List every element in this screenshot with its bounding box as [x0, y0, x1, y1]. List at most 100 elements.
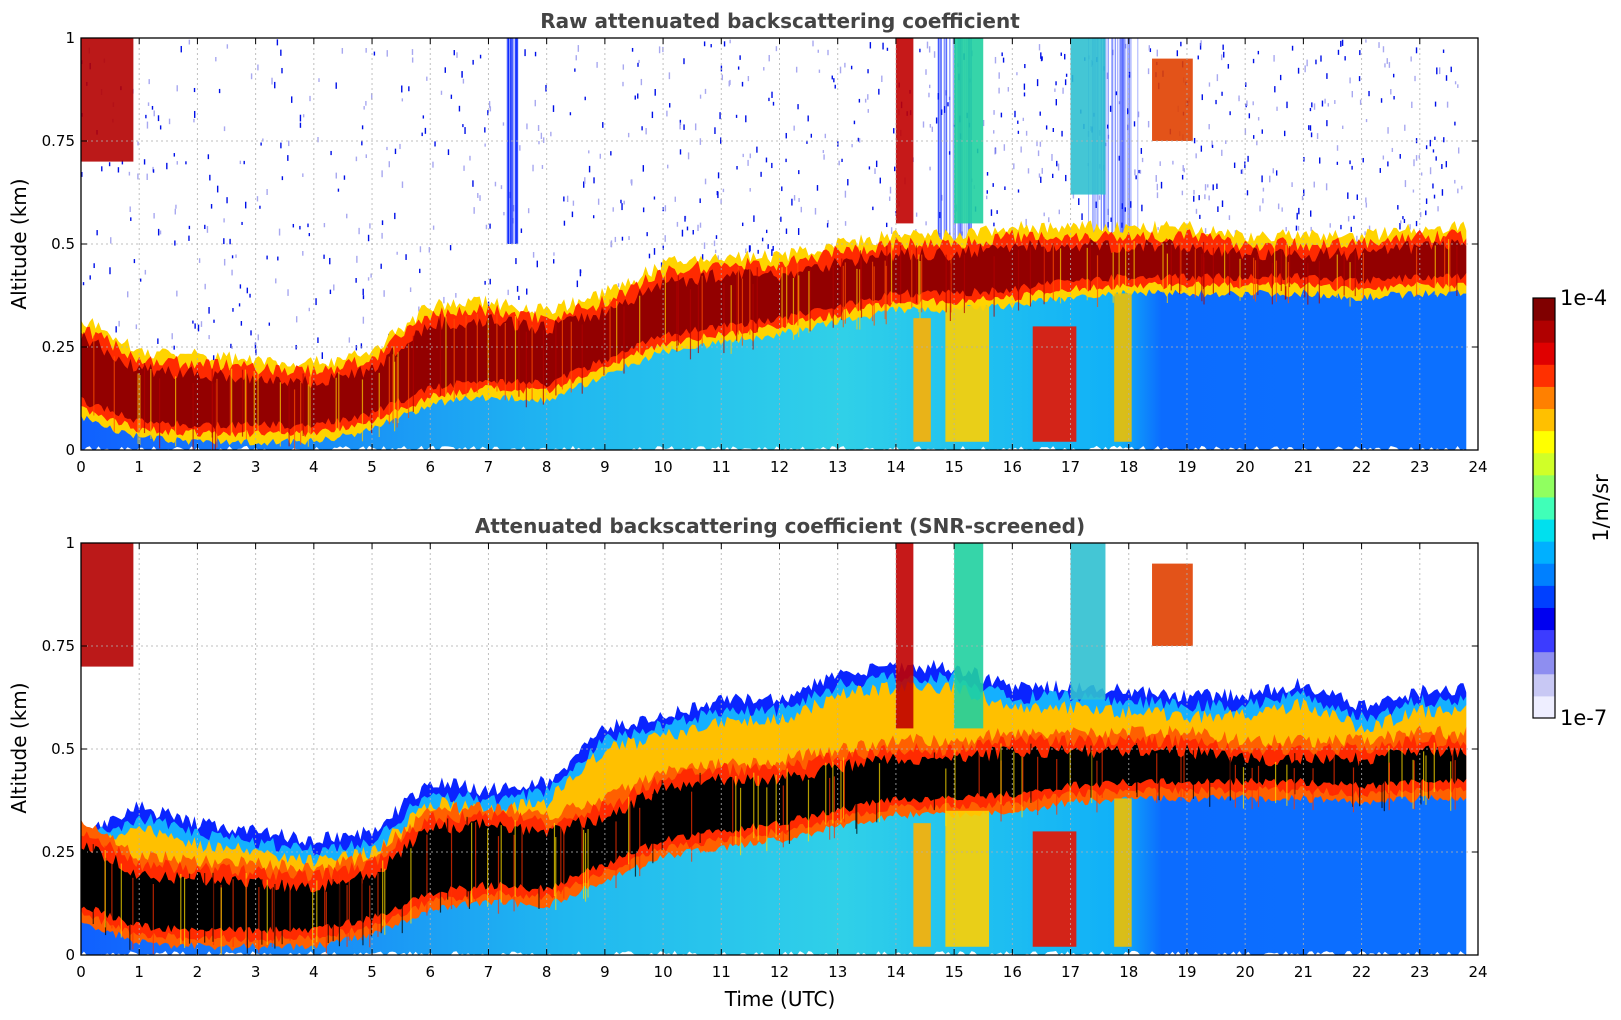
- panel-raw-title: Raw attenuated backscattering coefficien…: [540, 9, 1020, 33]
- noise-pixel: [701, 254, 704, 260]
- noise-pixel: [817, 49, 819, 53]
- noise-pixel: [1112, 49, 1114, 56]
- layer-detail-streak: [691, 791, 693, 862]
- noise-column: [1124, 38, 1126, 244]
- noise-pixel: [1156, 49, 1158, 57]
- layer-detail-streak: [921, 254, 923, 313]
- noise-pixel: [1409, 224, 1411, 230]
- noise-pixel: [341, 47, 344, 54]
- noise-column: [1122, 38, 1124, 244]
- noise-pixel: [826, 223, 829, 228]
- noise-pixel: [1274, 86, 1276, 93]
- layer-detail-streak: [241, 369, 244, 437]
- noise-pixel: [1347, 216, 1350, 222]
- layer-detail-streak: [900, 245, 902, 304]
- layer-detail-streak: [581, 324, 583, 394]
- layer-detail-streak: [245, 372, 248, 440]
- panel-screened-ylabel: Altitude (km): [7, 682, 31, 813]
- x-tick-label: 8: [542, 963, 552, 981]
- noise-pixel: [1445, 161, 1448, 168]
- noise-pixel: [1443, 137, 1445, 143]
- layer-detail-streak: [844, 262, 846, 324]
- layer-detail-streak: [504, 322, 506, 401]
- layer-detail-streak: [229, 367, 232, 436]
- noise-pixel: [1420, 172, 1423, 176]
- noise-column: [510, 38, 512, 244]
- noise-pixel: [278, 228, 281, 236]
- noise-pixel: [1157, 227, 1159, 231]
- noise-pixel: [101, 166, 103, 172]
- noise-pixel: [208, 335, 210, 340]
- noise-pixel: [329, 289, 332, 295]
- noise-pixel: [532, 252, 535, 258]
- noise-pixel: [213, 319, 215, 323]
- layer-detail-streak: [1029, 247, 1032, 307]
- layer-detail-streak: [878, 763, 881, 823]
- layer-detail-streak: [175, 376, 177, 447]
- layer-detail-streak: [393, 361, 396, 432]
- noise-pixel: [1273, 55, 1275, 62]
- noise-pixel: [1380, 98, 1383, 103]
- noise-pixel: [810, 133, 813, 138]
- x-tick-label: 16: [1003, 963, 1022, 981]
- noise-pixel: [1020, 146, 1022, 153]
- noise-pixel: [948, 96, 951, 100]
- noise-pixel: [194, 323, 196, 329]
- noise-pixel: [394, 212, 396, 220]
- noise-pixel: [262, 138, 264, 142]
- noise-pixel: [1262, 198, 1264, 204]
- noise-pixel: [323, 254, 325, 259]
- layer-detail-streak: [623, 306, 625, 374]
- layer-detail-streak: [216, 378, 218, 448]
- noise-pixel: [937, 93, 940, 100]
- x-tick-label: 16: [1003, 458, 1022, 476]
- noise-pixel: [797, 228, 800, 235]
- noise-column: [937, 38, 939, 244]
- noise-pixel: [346, 213, 348, 219]
- noise-pixel: [275, 278, 277, 284]
- noise-column: [515, 38, 517, 244]
- layer-detail-streak: [426, 834, 428, 916]
- noise-pixel: [1208, 195, 1210, 201]
- layer-detail-streak: [1017, 249, 1020, 311]
- noise-pixel: [1121, 203, 1123, 210]
- noise-pixel: [756, 146, 758, 153]
- noise-pixel: [831, 75, 833, 80]
- layer-detail-streak: [1286, 764, 1288, 806]
- panel-raw-axes: 0 1 2 3 4 5 6 7 8 9 10 11 12 13 14 15 16 17 18 19 20 21 22 23 24…: [42, 29, 1488, 476]
- layer-detail-streak: [325, 891, 327, 954]
- noise-pixel: [1276, 106, 1278, 111]
- noise-pixel: [1272, 168, 1274, 174]
- noise-pixel: [1065, 73, 1068, 77]
- noise-pixel: [1275, 170, 1278, 176]
- noise-pixel: [484, 127, 486, 133]
- colorbar-step: [1533, 342, 1555, 365]
- noise-pixel: [721, 74, 724, 81]
- layer-detail-streak: [293, 389, 296, 450]
- noise-column: [1115, 38, 1117, 244]
- noise-pixel: [1003, 144, 1006, 151]
- noise-pixel: [193, 87, 196, 93]
- noise-pixel: [1286, 101, 1288, 109]
- layer-detail-streak: [1013, 751, 1015, 814]
- noise-pixel: [215, 56, 217, 62]
- noise-pixel: [812, 40, 814, 47]
- noise-pixel: [1055, 99, 1057, 106]
- layer-detail-streak: [1352, 762, 1354, 807]
- noise-pixel: [728, 80, 730, 87]
- layer-detail-streak: [204, 873, 206, 943]
- noise-pixel: [722, 188, 725, 193]
- layer-detail-streak: [629, 802, 631, 871]
- x-tick-label: 9: [600, 458, 610, 476]
- noise-pixel: [827, 219, 829, 224]
- layer-detail-streak: [1412, 759, 1414, 809]
- layer-detail-streak: [1333, 750, 1335, 795]
- noise-column: [514, 38, 516, 244]
- noise-pixel: [1056, 160, 1058, 167]
- noise-pixel: [1334, 100, 1336, 104]
- noise-pixel: [176, 290, 178, 297]
- noise-pixel: [640, 78, 643, 86]
- layer-detail-streak: [560, 821, 562, 895]
- noise-pixel: [358, 227, 360, 235]
- noise-pixel: [1445, 75, 1448, 81]
